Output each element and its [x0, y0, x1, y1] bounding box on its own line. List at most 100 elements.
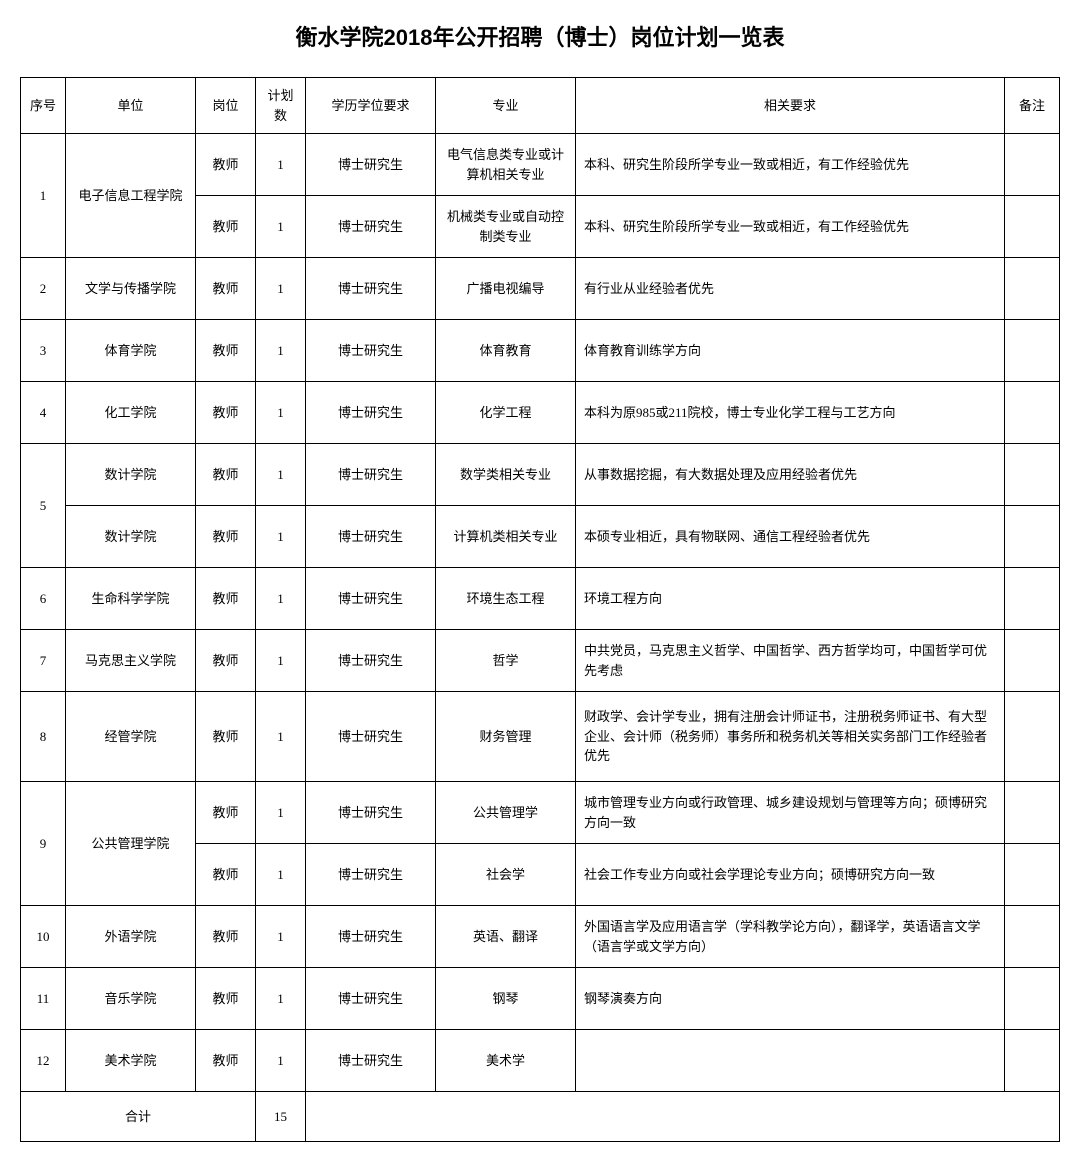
cell-note: [1005, 630, 1060, 692]
header-requirement: 相关要求: [576, 78, 1005, 134]
cell-education: 博士研究生: [306, 968, 436, 1030]
cell-requirement: 外国语言学及应用语言学（学科教学论方向），翻译学，英语语言文学（语言学或文学方向…: [576, 906, 1005, 968]
cell-plancount: 1: [256, 906, 306, 968]
cell-plancount: 1: [256, 196, 306, 258]
cell-note: [1005, 444, 1060, 506]
cell-unit: 生命科学学院: [66, 568, 196, 630]
cell-unit: 马克思主义学院: [66, 630, 196, 692]
cell-requirement: 中共党员，马克思主义哲学、中国哲学、西方哲学均可，中国哲学可优先考虑: [576, 630, 1005, 692]
cell-major: 数学类相关专业: [436, 444, 576, 506]
cell-major: 钢琴: [436, 968, 576, 1030]
cell-major: 社会学: [436, 844, 576, 906]
table-row: 12美术学院教师1博士研究生美术学: [21, 1030, 1060, 1092]
cell-unit: 电子信息工程学院: [66, 134, 196, 258]
cell-major: 环境生态工程: [436, 568, 576, 630]
cell-plancount: 1: [256, 320, 306, 382]
cell-education: 博士研究生: [306, 692, 436, 782]
cell-major: 计算机类相关专业: [436, 506, 576, 568]
cell-major: 机械类专业或自动控制类专业: [436, 196, 576, 258]
cell-education: 博士研究生: [306, 568, 436, 630]
cell-unit: 数计学院: [66, 506, 196, 568]
cell-note: [1005, 258, 1060, 320]
cell-requirement: 社会工作专业方向或社会学理论专业方向；硕博研究方向一致: [576, 844, 1005, 906]
cell-requirement: 环境工程方向: [576, 568, 1005, 630]
cell-position: 教师: [196, 692, 256, 782]
cell-unit: 美术学院: [66, 1030, 196, 1092]
cell-requirement: 钢琴演奏方向: [576, 968, 1005, 1030]
cell-unit: 文学与传播学院: [66, 258, 196, 320]
table-row: 3体育学院教师1博士研究生体育教育体育教育训练学方向: [21, 320, 1060, 382]
cell-education: 博士研究生: [306, 134, 436, 196]
header-seq: 序号: [21, 78, 66, 134]
cell-major: 哲学: [436, 630, 576, 692]
header-unit: 单位: [66, 78, 196, 134]
cell-seq: 8: [21, 692, 66, 782]
cell-plancount: 1: [256, 568, 306, 630]
cell-note: [1005, 1030, 1060, 1092]
cell-major: 财务管理: [436, 692, 576, 782]
cell-note: [1005, 906, 1060, 968]
cell-education: 博士研究生: [306, 196, 436, 258]
cell-position: 教师: [196, 968, 256, 1030]
recruitment-table: 序号 单位 岗位 计划数 学历学位要求 专业 相关要求 备注 1 电子信息工程学院…: [20, 77, 1060, 1142]
cell-seq: 12: [21, 1030, 66, 1092]
cell-position: 教师: [196, 782, 256, 844]
cell-education: 博士研究生: [306, 630, 436, 692]
total-empty: [306, 1092, 1060, 1142]
table-header-row: 序号 单位 岗位 计划数 学历学位要求 专业 相关要求 备注: [21, 78, 1060, 134]
cell-seq: 5: [21, 444, 66, 568]
header-note: 备注: [1005, 78, 1060, 134]
total-count: 15: [256, 1092, 306, 1142]
header-plancount: 计划数: [256, 78, 306, 134]
cell-requirement: 财政学、会计学专业，拥有注册会计师证书，注册税务师证书、有大型企业、会计师（税务…: [576, 692, 1005, 782]
cell-unit: 经管学院: [66, 692, 196, 782]
cell-plancount: 1: [256, 968, 306, 1030]
cell-seq: 4: [21, 382, 66, 444]
cell-plancount: 1: [256, 382, 306, 444]
cell-unit: 数计学院: [66, 444, 196, 506]
cell-seq: 2: [21, 258, 66, 320]
cell-position: 教师: [196, 196, 256, 258]
cell-requirement: 城市管理专业方向或行政管理、城乡建设规划与管理等方向；硕博研究方向一致: [576, 782, 1005, 844]
cell-note: [1005, 320, 1060, 382]
cell-major: 美术学: [436, 1030, 576, 1092]
cell-unit: 音乐学院: [66, 968, 196, 1030]
cell-requirement: [576, 1030, 1005, 1092]
cell-plancount: 1: [256, 1030, 306, 1092]
cell-major: 电气信息类专业或计算机相关专业: [436, 134, 576, 196]
table-row: 4化工学院教师1博士研究生化学工程本科为原985或211院校，博士专业化学工程与…: [21, 382, 1060, 444]
cell-requirement: 本科为原985或211院校，博士专业化学工程与工艺方向: [576, 382, 1005, 444]
cell-seq: 7: [21, 630, 66, 692]
cell-position: 教师: [196, 1030, 256, 1092]
cell-requirement: 本科、研究生阶段所学专业一致或相近，有工作经验优先: [576, 134, 1005, 196]
cell-note: [1005, 382, 1060, 444]
cell-education: 博士研究生: [306, 906, 436, 968]
cell-education: 博士研究生: [306, 320, 436, 382]
cell-education: 博士研究生: [306, 782, 436, 844]
cell-education: 博士研究生: [306, 1030, 436, 1092]
table-row: 2文学与传播学院教师1博士研究生广播电视编导有行业从业经验者优先: [21, 258, 1060, 320]
cell-education: 博士研究生: [306, 444, 436, 506]
cell-position: 教师: [196, 568, 256, 630]
table-row: 9公共管理学院教师1博士研究生公共管理学城市管理专业方向或行政管理、城乡建设规划…: [21, 782, 1060, 844]
cell-major: 体育教育: [436, 320, 576, 382]
cell-position: 教师: [196, 382, 256, 444]
cell-education: 博士研究生: [306, 258, 436, 320]
table-row: 5数计学院教师1博士研究生数学类相关专业从事数据挖掘，有大数据处理及应用经验者优…: [21, 444, 1060, 506]
cell-plancount: 1: [256, 782, 306, 844]
table-row: 7马克思主义学院教师1博士研究生哲学中共党员，马克思主义哲学、中国哲学、西方哲学…: [21, 630, 1060, 692]
header-position: 岗位: [196, 78, 256, 134]
cell-unit: 外语学院: [66, 906, 196, 968]
cell-position: 教师: [196, 630, 256, 692]
cell-seq: 9: [21, 782, 66, 906]
cell-requirement: 从事数据挖掘，有大数据处理及应用经验者优先: [576, 444, 1005, 506]
cell-requirement: 本硕专业相近，具有物联网、通信工程经验者优先: [576, 506, 1005, 568]
table-row: 数计学院教师1博士研究生计算机类相关专业本硕专业相近，具有物联网、通信工程经验者…: [21, 506, 1060, 568]
page-title: 衡水学院2018年公开招聘（博士）岗位计划一览表: [20, 20, 1060, 52]
cell-seq: 10: [21, 906, 66, 968]
cell-seq: 6: [21, 568, 66, 630]
cell-education: 博士研究生: [306, 506, 436, 568]
total-row: 合计15: [21, 1092, 1060, 1142]
cell-position: 教师: [196, 134, 256, 196]
table-row: 6生命科学学院教师1博士研究生环境生态工程环境工程方向: [21, 568, 1060, 630]
